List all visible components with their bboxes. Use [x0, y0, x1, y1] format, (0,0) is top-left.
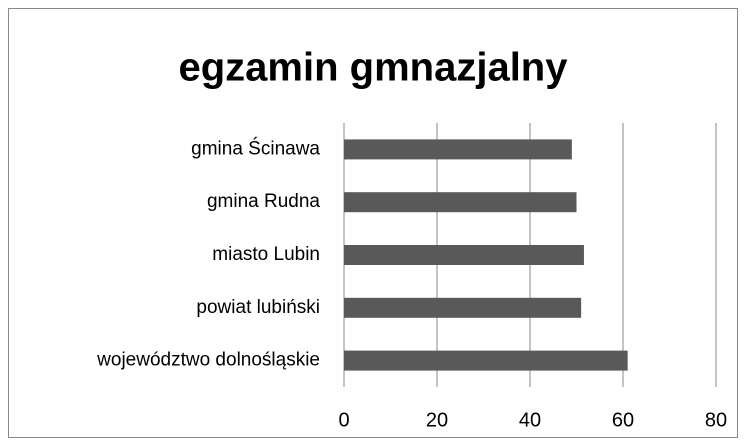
x-tick-label: 20 [426, 409, 448, 431]
bar [344, 192, 577, 213]
bar [344, 245, 584, 265]
y-tick-label: gmina Rudna [207, 191, 320, 212]
x-tick-label: 60 [612, 409, 634, 431]
y-tick-label: województwo dolnośląskie [96, 350, 320, 371]
y-tick-label: gmina Ścinawa [191, 137, 320, 159]
bar [344, 350, 628, 371]
bar [344, 139, 572, 160]
y-tick-label: miasto Lubin [212, 244, 320, 265]
x-tick-label: 40 [519, 409, 541, 431]
y-tick-label: powiat lubiński [196, 297, 320, 318]
bar [344, 297, 582, 318]
x-tick-label: 80 [705, 409, 727, 431]
x-tick-label: 0 [338, 409, 349, 431]
chart-title: egzamin gmnazjalny [179, 46, 569, 90]
